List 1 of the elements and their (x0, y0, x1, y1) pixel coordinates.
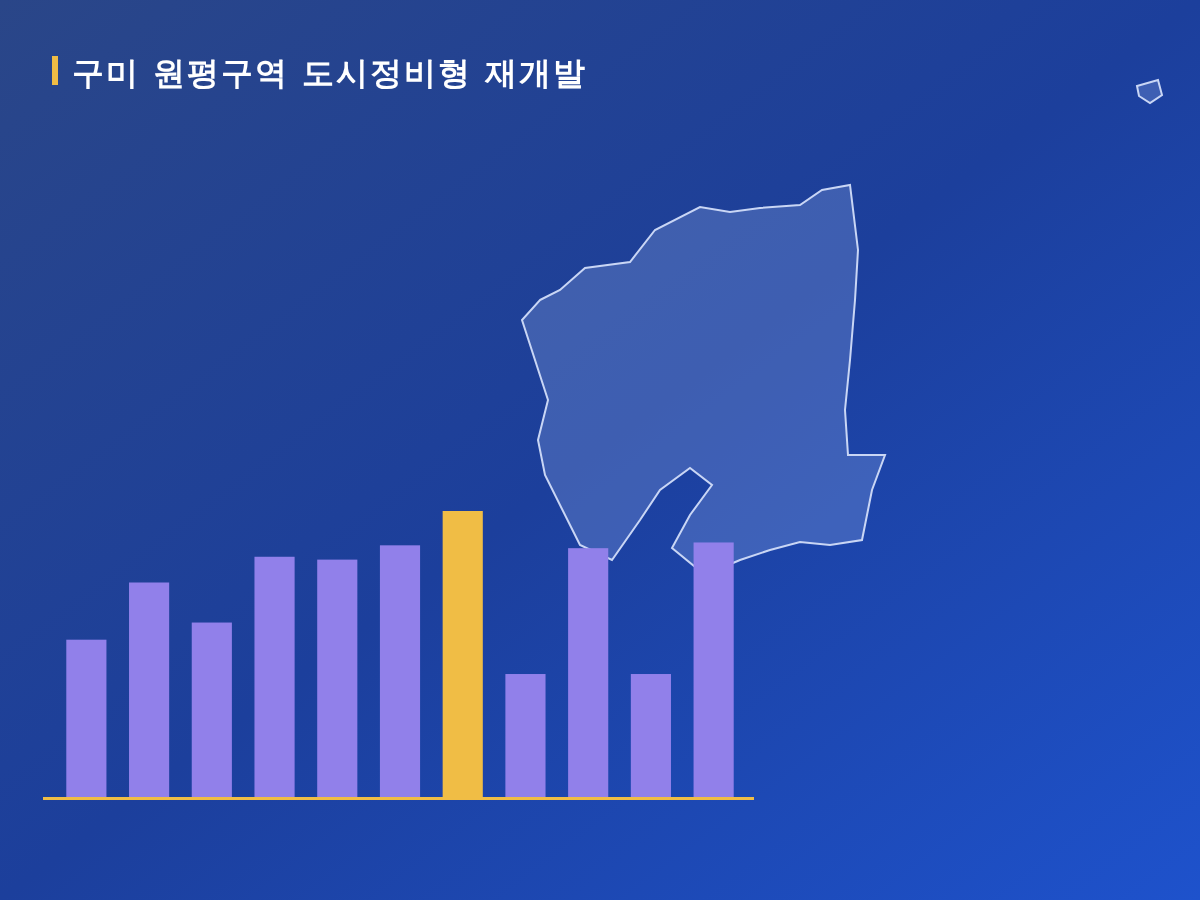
chart-title: 구미 원평구역 도시정비형 재개발 (72, 54, 588, 92)
